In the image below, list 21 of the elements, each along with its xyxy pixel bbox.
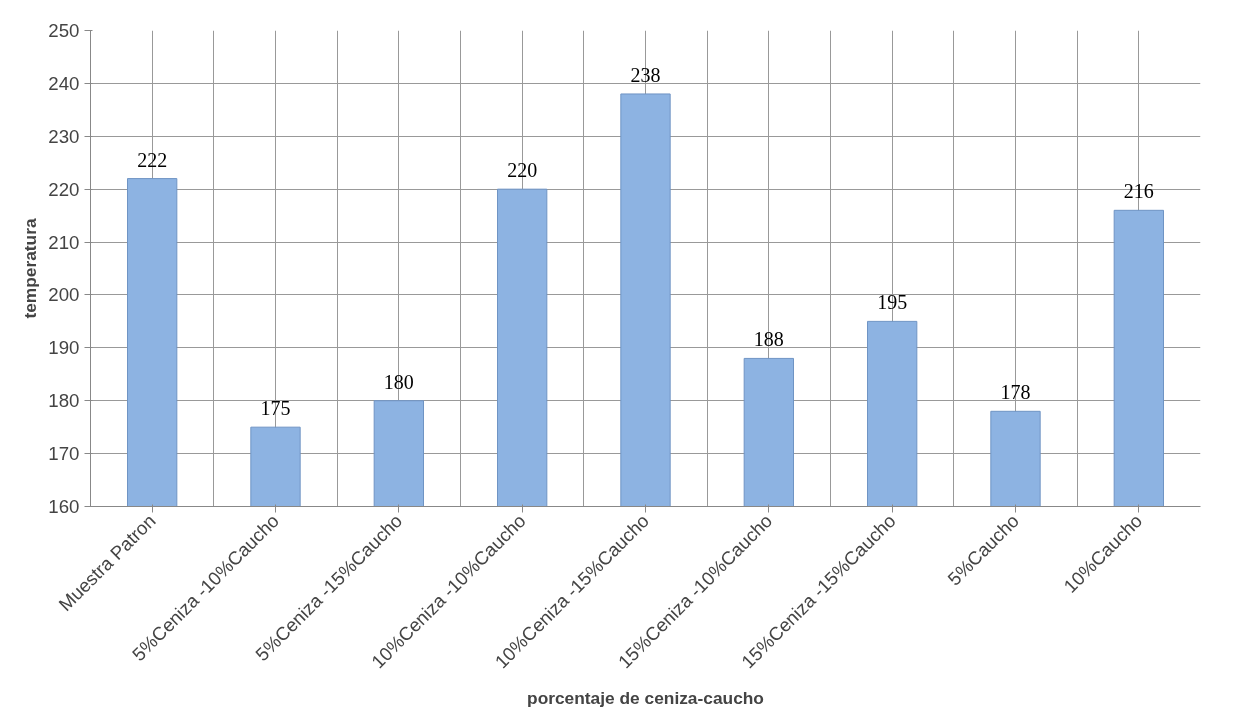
y-tick-label: 170 [48,443,80,465]
y-tick-label: 220 [48,178,80,200]
y-tick-label: 240 [48,72,80,94]
data-label: 175 [260,397,291,420]
data-label: 216 [1123,180,1154,203]
data-label: 220 [507,159,538,182]
y-tick-label: 180 [48,390,80,412]
y-tick-label: 250 [48,20,80,41]
y-axis-title: temperatura [20,218,41,319]
data-label: 238 [630,63,661,86]
y-tick-label: 200 [48,284,80,306]
y-tick-label: 230 [48,125,80,147]
y-tick-label: 210 [48,231,80,253]
data-label: 188 [753,328,784,351]
data-label: 178 [1000,381,1031,404]
y-tick-label: 160 [48,496,80,517]
y-tick-label: 190 [48,337,80,359]
data-label: 180 [383,370,414,393]
data-label: 195 [877,291,908,314]
x-axis-title: porcentaje de ceniza-caucho [527,687,764,708]
data-label: 222 [137,148,168,171]
